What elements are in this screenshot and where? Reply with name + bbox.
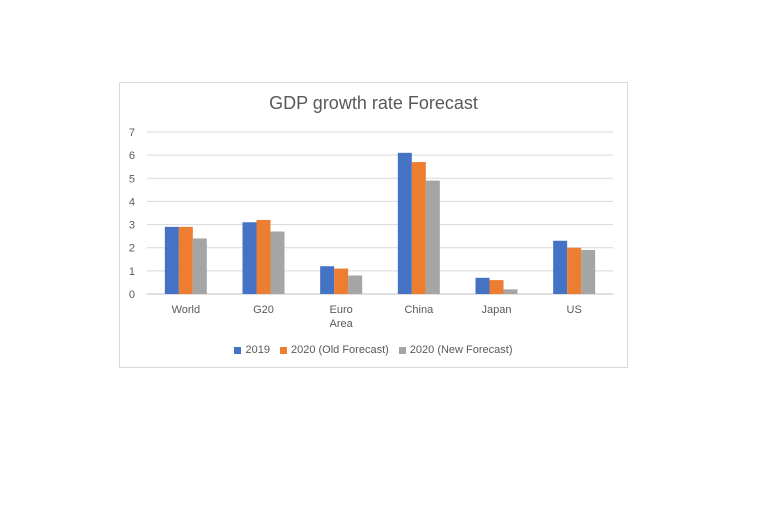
bar	[411, 162, 426, 294]
bar	[270, 231, 285, 294]
y-tick-label: 2	[129, 243, 135, 255]
bar	[334, 268, 349, 294]
x-tick-label: US	[567, 304, 582, 316]
bar	[242, 222, 257, 294]
bar	[553, 240, 568, 294]
bar	[567, 247, 582, 294]
x-tick-label: Euro Area	[330, 304, 354, 330]
legend-swatch-2020-new	[398, 346, 406, 354]
y-tick-label: 7	[129, 127, 135, 139]
legend-label-2019: 2019	[245, 344, 270, 356]
bar	[348, 275, 363, 294]
chart-frame: GDP growth rate Forecast 0 1 2 3 4 5 6 7 World G2…	[119, 82, 628, 368]
y-tick-label: 4	[129, 196, 135, 208]
bar	[320, 266, 335, 294]
bar	[581, 250, 596, 294]
y-tick-label: 6	[129, 150, 135, 162]
x-tick-label: China	[404, 304, 434, 316]
y-tick-label: 0	[129, 289, 135, 301]
bar	[475, 277, 490, 294]
legend-item-2020-old: 2020 (Old Forecast)	[279, 344, 389, 356]
bar	[178, 226, 193, 294]
bar	[489, 280, 504, 294]
bar	[164, 226, 179, 294]
y-tick-label: 3	[129, 220, 135, 232]
legend-label-2020-new: 2020 (New Forecast)	[409, 344, 513, 356]
bar	[192, 238, 207, 294]
x-tick-label: G20	[253, 304, 274, 316]
chart-title: GDP growth rate Forecast	[269, 93, 478, 113]
legend-item-2019: 2019	[234, 344, 270, 356]
legend-label-2020-old: 2020 (Old Forecast)	[290, 344, 389, 356]
y-tick-label: 5	[129, 173, 135, 185]
x-tick-label: Japan	[482, 304, 512, 316]
legend-item-2020-new: 2020 (New Forecast)	[398, 344, 513, 356]
legend-swatch-2019	[234, 346, 242, 354]
bar	[256, 219, 271, 294]
bar	[503, 289, 518, 294]
legend: 2019 2020 (Old Forecast) 2020 (New Forec…	[120, 344, 627, 356]
bar	[397, 152, 412, 294]
bar	[425, 180, 440, 294]
y-tick-label: 1	[129, 266, 135, 278]
x-tick-label: World	[172, 304, 201, 316]
legend-swatch-2020-old	[279, 346, 287, 354]
bar-chart: 0 1 2 3 4 5 6 7 World G20 Euro Area China Japan US	[129, 127, 613, 330]
